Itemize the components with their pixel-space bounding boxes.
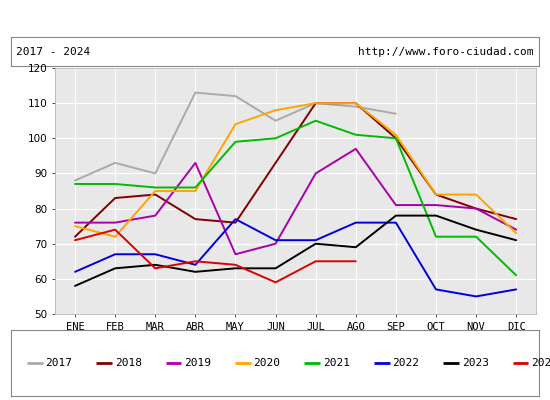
Text: 2017 - 2024: 2017 - 2024 <box>16 47 91 57</box>
Text: 2022: 2022 <box>392 358 419 368</box>
Text: http://www.foro-ciudad.com: http://www.foro-ciudad.com <box>358 47 534 57</box>
Text: 2018: 2018 <box>115 358 142 368</box>
Text: 2024: 2024 <box>531 358 550 368</box>
Text: 2023: 2023 <box>461 358 489 368</box>
Text: 2019: 2019 <box>184 358 211 368</box>
Text: 2021: 2021 <box>323 358 350 368</box>
Text: 2020: 2020 <box>254 358 280 368</box>
Text: Evolucion del paro registrado en Tous: Evolucion del paro registrado en Tous <box>106 10 444 26</box>
Text: 2017: 2017 <box>45 358 72 368</box>
